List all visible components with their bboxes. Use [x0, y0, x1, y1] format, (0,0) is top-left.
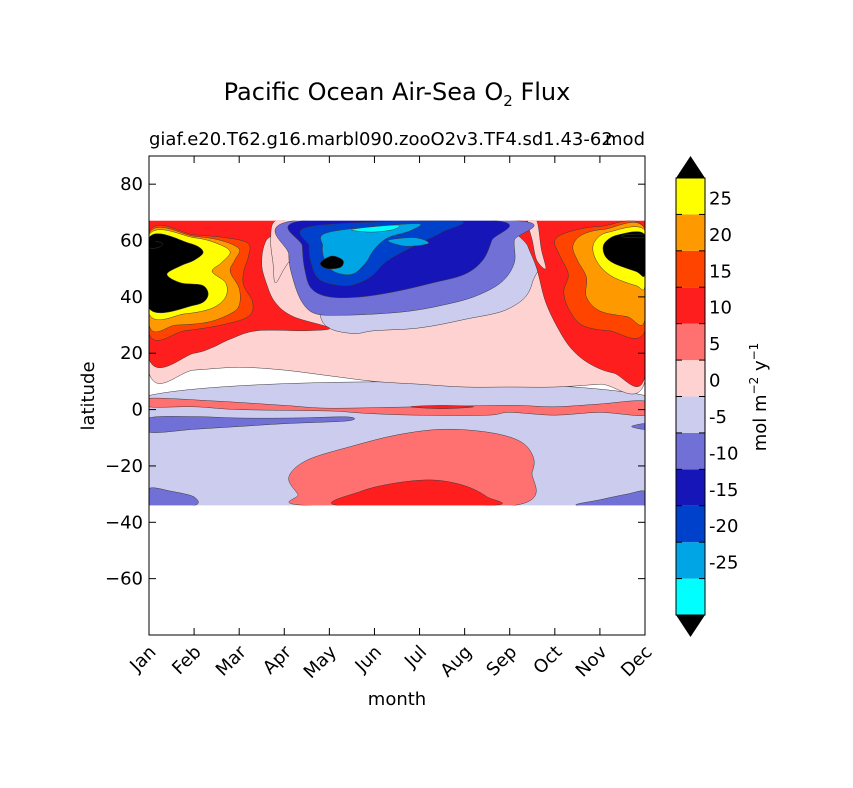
y-tick-label: −60	[105, 569, 143, 590]
x-tick-label: Apr	[259, 641, 296, 678]
colorbar-bin	[676, 542, 705, 579]
x-tick-label: Jan	[125, 642, 160, 677]
colorbar-bin	[676, 287, 705, 324]
contour-region-14	[527, 220, 547, 270]
contour-region-31	[621, 233, 645, 239]
x-tick-label: Sep	[482, 642, 521, 681]
colorbar-bin	[676, 360, 705, 397]
y-axis-label: latitude	[78, 361, 99, 430]
colorbar-under-extension	[676, 615, 705, 637]
colorbar-bin	[676, 250, 705, 288]
colorbar-bin	[676, 505, 705, 543]
chart-subtitle-left: giaf.e20.T62.g16.marbl090.zooO2v3.TF4.sd…	[149, 129, 613, 150]
chart-title: Pacific Ocean Air-Sea O2 Flux	[224, 78, 571, 110]
chart-title-suffix: Flux	[513, 78, 571, 106]
x-tick-label: Aug	[436, 642, 476, 682]
contour-regions	[149, 220, 645, 506]
x-tick-label: Oct	[529, 642, 566, 679]
contour-region-8	[631, 423, 645, 430]
colorbar-label-exp1: −2	[747, 377, 761, 395]
chart-subtitle-right: mod	[605, 129, 645, 150]
x-tick-label: Feb	[168, 642, 205, 679]
contour-region-21	[320, 255, 344, 270]
colorbar-label-unit: mol m	[750, 394, 771, 451]
contour-region-2	[288, 428, 537, 506]
y-tick-label: 0	[132, 400, 143, 421]
plot-area: Jan Feb Mar Apr May Jun Jul Aug Sep Oct Nov Dec −60…	[105, 155, 657, 683]
colorbar-tick-label: 0	[709, 371, 720, 392]
x-tick-label: Mar	[212, 641, 251, 680]
contour-region-25	[149, 233, 209, 313]
colorbar-label: mol m−2 y−1	[747, 343, 771, 452]
colorbar: -25 -20 -15 -10 -5 0 5 10 15 20 25	[675, 156, 738, 637]
contour-region-26	[149, 240, 164, 249]
contour-region-6	[149, 487, 199, 506]
chart-title-main: Pacific Ocean Air-Sea O	[224, 78, 504, 106]
x-tick-label: Dec	[617, 642, 656, 681]
y-tick-label: 20	[120, 343, 143, 364]
colorbar-tick-label: 25	[709, 188, 732, 209]
contour-region-4	[410, 405, 474, 409]
x-tick-label: Nov	[572, 641, 612, 681]
colorbar-over-extension	[676, 156, 705, 178]
colorbar-tick-label: -5	[709, 407, 727, 428]
colorbar-tick-label: 15	[709, 261, 732, 282]
colorbar-bin	[676, 578, 705, 615]
colorbar-bin	[676, 214, 705, 251]
colorbar-bin	[676, 323, 705, 361]
y-axis: −60 −40 −20 0 20 40 60 80	[105, 174, 645, 590]
colorbar-bin	[676, 396, 705, 433]
plot-frame	[148, 155, 646, 636]
contour-region-7	[575, 490, 645, 506]
chart-title-subscript: 2	[503, 92, 513, 110]
colorbar-label-exp2: −1	[747, 343, 761, 361]
colorbar-tick-label: -15	[709, 480, 738, 501]
colorbar-tick-label: 5	[709, 334, 720, 355]
contour-region-18	[320, 223, 421, 276]
y-tick-label: 40	[120, 287, 143, 308]
colorbar-tick-label: -25	[709, 553, 738, 574]
contour-region-20	[387, 237, 429, 247]
x-axis-label: month	[368, 689, 426, 710]
contour-region-3	[331, 479, 503, 506]
colorbar-bin	[676, 469, 705, 506]
colorbar-tick-label: 10	[709, 298, 732, 319]
colorbar-tick-label: 20	[709, 225, 732, 246]
contour-region-19	[350, 224, 401, 233]
y-tick-label: 80	[120, 174, 143, 195]
y-tick-label: 60	[120, 231, 143, 252]
colorbar-bin	[676, 178, 705, 215]
colorbar-tick-label: -10	[709, 443, 738, 464]
colorbar-bin	[676, 432, 705, 470]
colorbar-label-mid: y	[750, 360, 771, 377]
x-tick-label: May	[300, 641, 341, 682]
x-tick-label: Jun	[351, 642, 386, 677]
x-tick-label: Jul	[400, 642, 431, 673]
contour-region-1	[149, 397, 645, 416]
y-tick-label: −20	[105, 456, 143, 477]
colorbar-tick-label: -20	[709, 516, 738, 537]
y-tick-label: −40	[105, 512, 143, 533]
contour-region-5	[149, 416, 355, 433]
